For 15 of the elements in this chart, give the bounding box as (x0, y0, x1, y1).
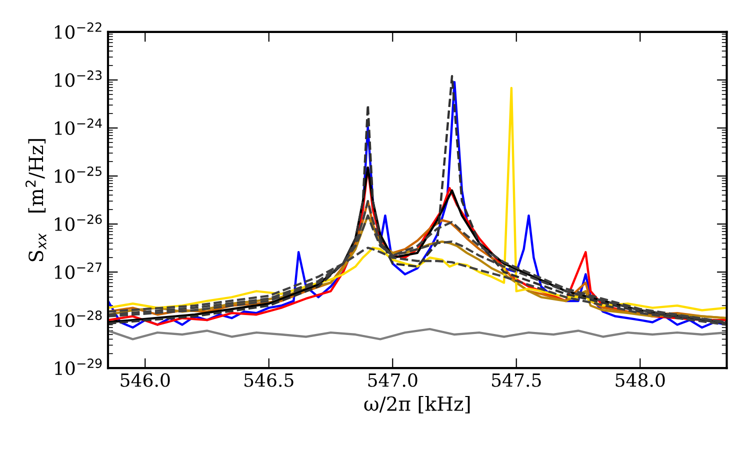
y-tick-label: 10$^{−26}$ (54, 214, 102, 232)
text: S$_{xx}$ [m$^{2}$/Hz] (25, 139, 46, 262)
y-tick-label: 10$^{−27}$ (54, 262, 102, 280)
y-tick-label: 10$^{−24}$ (54, 118, 102, 135)
x-tick-label: 546.5 (244, 373, 294, 387)
x-axis-title: ω/2π [kHz] (364, 396, 470, 414)
y-tick-label: 10$^{−28}$ (54, 310, 102, 328)
x-tick-label: 548.0 (616, 373, 665, 387)
y-tick-label: 10$^{−22}$ (54, 22, 102, 39)
y-tick-label: 10$^{−23}$ (54, 70, 102, 87)
x-tick-label: 546.0 (120, 373, 170, 387)
y-tick-label: 10$^{−25}$ (54, 166, 102, 183)
x-tick-label: 547.0 (368, 373, 418, 387)
x-tick-label: 547.5 (492, 373, 541, 387)
y-tick-label: 10$^{−29}$ (55, 358, 102, 376)
